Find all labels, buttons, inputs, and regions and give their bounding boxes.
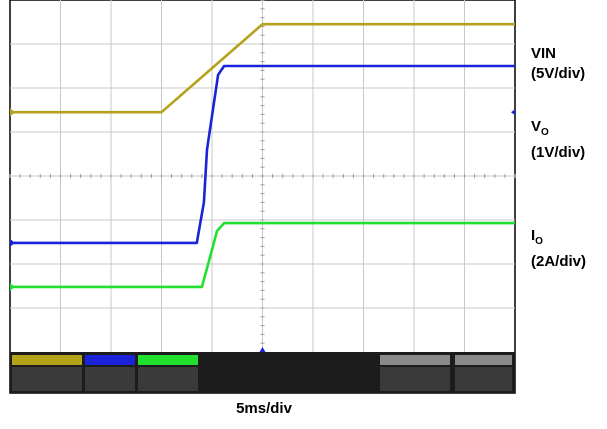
vin-label: VIN (5V/div) [531,44,585,84]
trigger-position-marker [259,347,266,352]
io-name: IO [531,227,543,247]
vin-scale: (5V/div) [531,65,586,82]
channel-marker-vo [10,238,15,247]
vo-label: VO (1V/div) [531,117,585,163]
trace-io [10,221,515,289]
trace-vo [10,64,515,245]
channel-markers [10,108,515,352]
status-bar [10,352,515,393]
graticule [9,0,516,353]
timebase-status-chip [380,355,450,365]
ch3-status-chip [138,355,198,365]
vo-scale: (1V/div) [531,144,586,161]
channel-marker-io [10,282,15,291]
vo-name: VO [531,118,549,138]
x-axis-label: 5ms/div [236,400,292,417]
ch2-status-chip [85,355,135,365]
trigger-status-chip [455,355,512,365]
ch3-status-box [138,367,198,391]
timebase-status-box [380,367,450,391]
traces [10,22,515,289]
ch1-status-box [12,367,82,391]
io-scale: (2A/div) [531,253,587,270]
channel-marker-vin [10,108,15,117]
ch2-status-box [85,367,135,391]
trigger-level-marker [511,109,515,116]
io-label: IO (2A/div) [531,226,586,272]
trace-vin [10,22,515,114]
trigger-status-box [455,367,512,391]
vin-name: VIN [531,45,557,62]
ch1-status-chip [12,355,82,365]
